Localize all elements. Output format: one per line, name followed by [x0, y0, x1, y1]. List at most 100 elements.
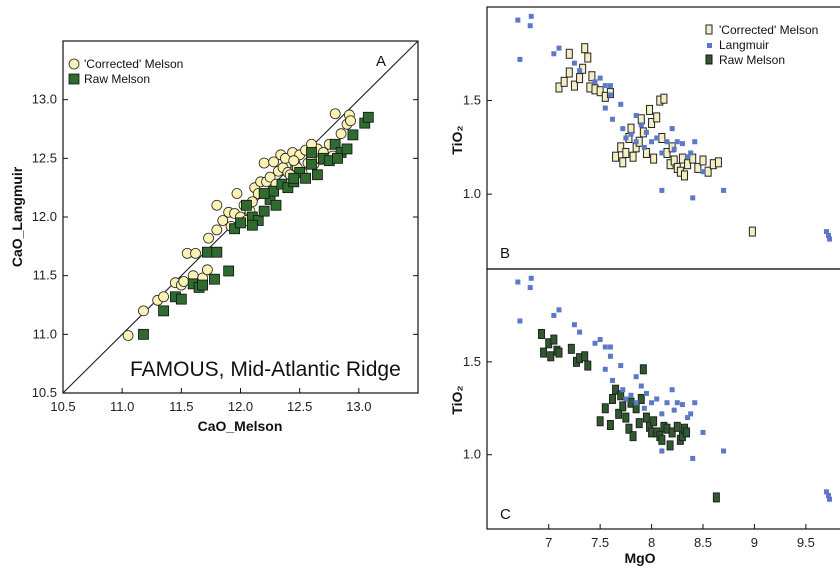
- b-y-tick-label: 1.0: [463, 186, 481, 201]
- b-point-langmuir: [602, 83, 608, 89]
- b-point-corrected-melson: [560, 76, 568, 87]
- c-point-raw-melson: [683, 427, 691, 438]
- b-point-langmuir: [607, 83, 613, 89]
- a-point-raw-melson: [329, 138, 341, 150]
- a-y-tick-label: 12.5: [32, 150, 57, 165]
- c-point-raw-melson: [650, 416, 658, 427]
- a-point-raw-melson: [347, 129, 359, 141]
- legend-b-raw-melson-marker: [705, 54, 713, 65]
- b-point-corrected-melson: [581, 43, 589, 54]
- c-point-langmuir: [577, 329, 583, 335]
- b-point-langmuir: [592, 79, 598, 85]
- c-point-raw-melson: [538, 329, 546, 339]
- c-point-langmuir: [607, 344, 613, 350]
- b-point-langmuir: [577, 68, 583, 74]
- panel-b-y-axis-label: TiO₂: [449, 125, 465, 154]
- a-point-raw-melson: [332, 152, 343, 164]
- b-point-langmuir: [571, 60, 577, 66]
- c-point-raw-melson: [635, 418, 643, 429]
- a-point-raw-melson: [341, 143, 353, 155]
- panel-a-points: [122, 108, 374, 341]
- b-point-langmuir: [692, 139, 698, 145]
- b-point-langmuir: [643, 129, 649, 135]
- a-point-corrected-melson: [345, 115, 356, 127]
- c-point-raw-melson: [668, 427, 676, 438]
- c-point-langmuir: [633, 400, 639, 406]
- c-point-langmuir: [659, 411, 665, 417]
- b-point-corrected-melson: [648, 118, 656, 129]
- a-point-raw-melson: [246, 219, 258, 231]
- b-point-langmuir: [688, 150, 694, 156]
- a-y-tick-label: 10.5: [32, 385, 57, 400]
- c-point-langmuir: [641, 405, 647, 411]
- legend-raw-melson-marker: [68, 73, 80, 85]
- c-point-langmuir: [671, 407, 677, 413]
- b-point-langmuir: [638, 122, 644, 128]
- b-point-corrected-melson: [619, 157, 627, 168]
- panel-c-y-ticks: 1.0 1.5: [463, 354, 492, 462]
- a-y-tick-label: 12.0: [32, 209, 57, 224]
- a-y-tick-label: 13.0: [32, 92, 57, 107]
- a-point-raw-melson: [138, 328, 149, 340]
- b-point-corrected-melson: [555, 82, 563, 93]
- a-point-corrected-melson: [201, 264, 213, 276]
- panel-a-legend: 'Corrected' Melson Raw Melson: [68, 57, 183, 86]
- c-point-raw-melson: [550, 334, 558, 345]
- b-point-corrected-melson: [650, 153, 658, 164]
- b-point-corrected-melson: [699, 155, 707, 166]
- c-point-langmuir: [528, 275, 534, 281]
- c-point-langmuir: [609, 377, 615, 383]
- panel-c-y-axis-label: TiO₂: [449, 385, 465, 414]
- b-point-langmuir: [633, 113, 639, 119]
- panel-b-points: [515, 13, 833, 242]
- b-point-langmuir: [659, 150, 665, 156]
- panel-a-y-ticks: 10.5 11.0 11.5 12.0 12.5 13.0: [32, 92, 418, 400]
- b-point-corrected-melson: [653, 112, 661, 123]
- c-point-raw-melson: [658, 434, 666, 445]
- b-point-langmuir: [597, 75, 603, 81]
- panel-a-x-ticks: 10.5 11.0 11.5 12.0 12.5 13.0: [50, 388, 371, 414]
- c-point-raw-melson: [712, 492, 720, 503]
- c-point-raw-melson: [547, 351, 555, 362]
- panel-c-x-axis-label: MgO: [624, 550, 655, 566]
- b-point-langmuir: [633, 139, 639, 145]
- b-point-corrected-melson: [748, 226, 756, 237]
- panel-a-x-axis-label: CaO_Melson: [198, 418, 283, 434]
- c-point-langmuir: [827, 496, 833, 502]
- c-point-raw-melson: [639, 364, 647, 375]
- c-point-langmuir: [700, 429, 706, 435]
- c-point-langmuir: [618, 363, 624, 369]
- c-point-langmuir: [823, 489, 829, 495]
- a-point-corrected-melson: [264, 171, 276, 183]
- b-point-langmuir: [551, 51, 557, 57]
- b-point-corrected-melson: [684, 159, 692, 170]
- a-point-corrected-melson: [231, 188, 243, 199]
- panel-c-label: C: [500, 506, 511, 523]
- a-point-raw-melson: [241, 199, 252, 211]
- a-x-tick-label: 12.5: [287, 399, 312, 414]
- b-point-langmuir: [649, 139, 655, 145]
- a-point-corrected-melson: [335, 128, 347, 140]
- b-point-corrected-melson: [565, 67, 573, 78]
- a-point-raw-melson: [229, 223, 240, 235]
- c-point-raw-melson: [581, 351, 589, 362]
- a-point-corrected-melson: [190, 247, 201, 259]
- a-point-corrected-melson: [329, 108, 341, 120]
- b-point-langmuir: [527, 23, 533, 29]
- b-point-langmuir: [685, 154, 691, 160]
- a-x-tick-label: 11.5: [169, 399, 193, 414]
- a-point-raw-melson: [312, 169, 323, 181]
- c-point-langmuir: [643, 390, 649, 396]
- b-point-langmuir: [618, 101, 624, 107]
- a-point-raw-melson: [197, 279, 209, 291]
- legend-b-raw-melson-label: Raw Melson: [719, 53, 785, 67]
- c-point-langmuir: [556, 307, 562, 313]
- a-point-raw-melson: [223, 265, 235, 277]
- c-point-langmuir: [669, 387, 675, 393]
- panel-a-label: A: [376, 53, 386, 70]
- b-point-corrected-melson: [646, 104, 654, 115]
- c-point-langmuir: [628, 392, 634, 398]
- b-point-langmuir: [641, 144, 647, 150]
- c-point-langmuir: [664, 400, 670, 406]
